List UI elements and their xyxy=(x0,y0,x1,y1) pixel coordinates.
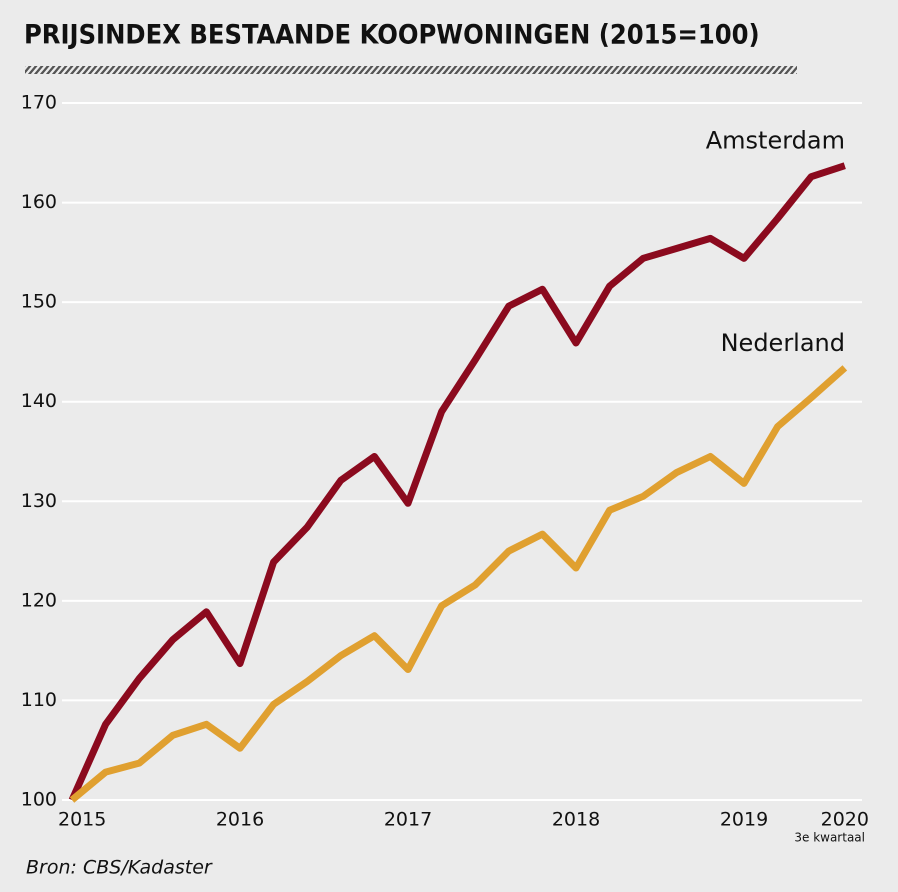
y-tick-label: 120 xyxy=(21,589,57,611)
y-tick-label: 150 xyxy=(21,291,57,313)
x-tick-label: 2020 xyxy=(821,809,869,831)
source: Bron: CBS/Kadaster xyxy=(26,857,213,879)
x-tick-label: 2016 xyxy=(216,809,264,831)
x-tick-label: 2017 xyxy=(384,809,432,831)
y-tick-label: 110 xyxy=(21,689,57,711)
series-label: Amsterdam xyxy=(706,127,845,155)
series-line xyxy=(69,365,848,803)
x-tick-label: 2015 xyxy=(58,809,106,831)
x-tick-label: 2019 xyxy=(720,809,768,831)
annotation: 3e kwartaal xyxy=(794,831,865,845)
y-tick-label: 140 xyxy=(21,390,57,412)
chart-title: PRIJSINDEX BESTAANDE KOOPWONINGEN (2015=… xyxy=(24,20,760,51)
series-line xyxy=(68,162,846,802)
x-tick-label: 2018 xyxy=(552,809,600,831)
title-rule xyxy=(25,66,797,74)
y-tick-label: 100 xyxy=(21,789,57,811)
y-tick-label: 170 xyxy=(21,92,57,114)
y-tick-label: 160 xyxy=(21,191,57,213)
y-tick-label: 130 xyxy=(21,490,57,512)
series-label: Nederland xyxy=(721,329,845,357)
